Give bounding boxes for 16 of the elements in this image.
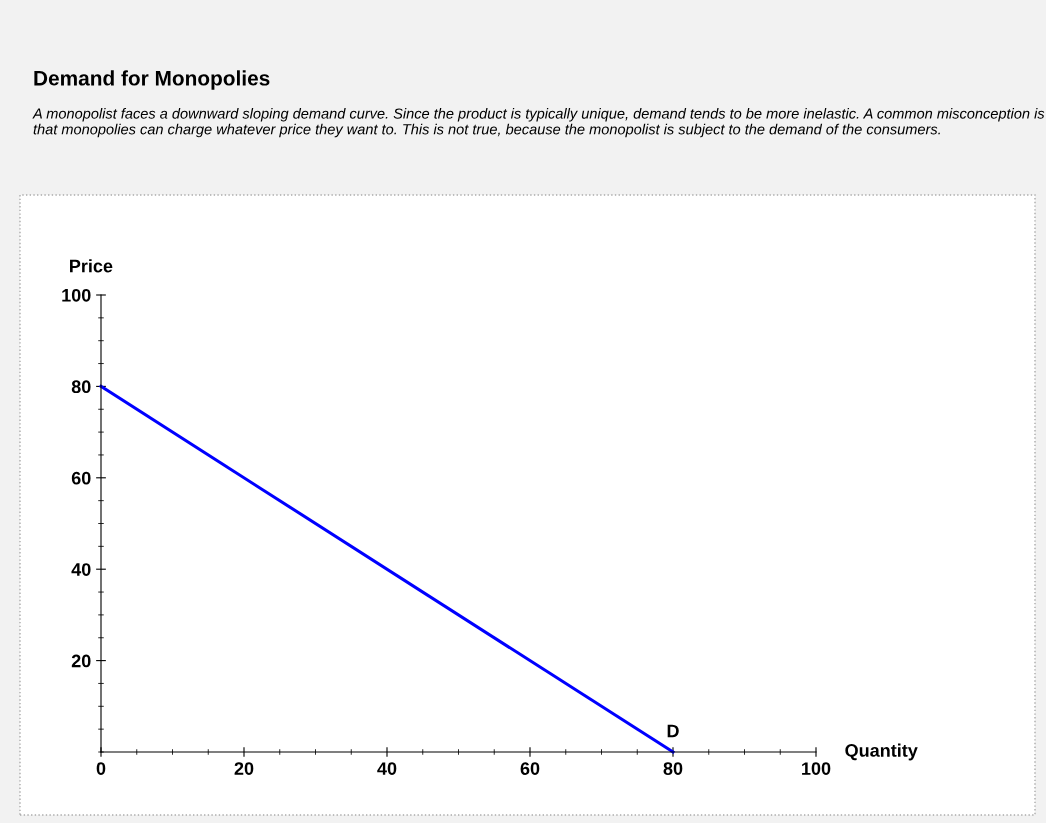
y-tick-label: 60 bbox=[71, 471, 91, 485]
y-axis-title: Price bbox=[70, 259, 113, 273]
x-axis-title: Quantity bbox=[845, 743, 918, 761]
x-tick-label: 40 bbox=[377, 762, 397, 775]
chart-title: Demand for Monopolies bbox=[34, 70, 270, 90]
x-tick-label: 80 bbox=[663, 762, 683, 775]
x-tick-label: 20 bbox=[234, 762, 254, 775]
x-tick-label: 100 bbox=[802, 762, 831, 775]
y-tick-label: 100 bbox=[62, 288, 91, 302]
x-tick-label: 60 bbox=[520, 762, 540, 775]
chart-subtitle: A monopolist faces a downward sloping demand curve. Since the product is typically unique, demand tends to be more inelastic. A common misconception is that monopolies can charge whatever price they want to. This is not true, because the monopolist is subject to the demand of the consumers. bbox=[32, 108, 1045, 138]
y-tick-label: 20 bbox=[71, 654, 91, 668]
y-tick-label: 80 bbox=[71, 380, 91, 394]
annotation: D bbox=[667, 724, 679, 738]
y-tick-label: 40 bbox=[71, 563, 91, 576]
x-tick-label: 0 bbox=[96, 762, 106, 775]
